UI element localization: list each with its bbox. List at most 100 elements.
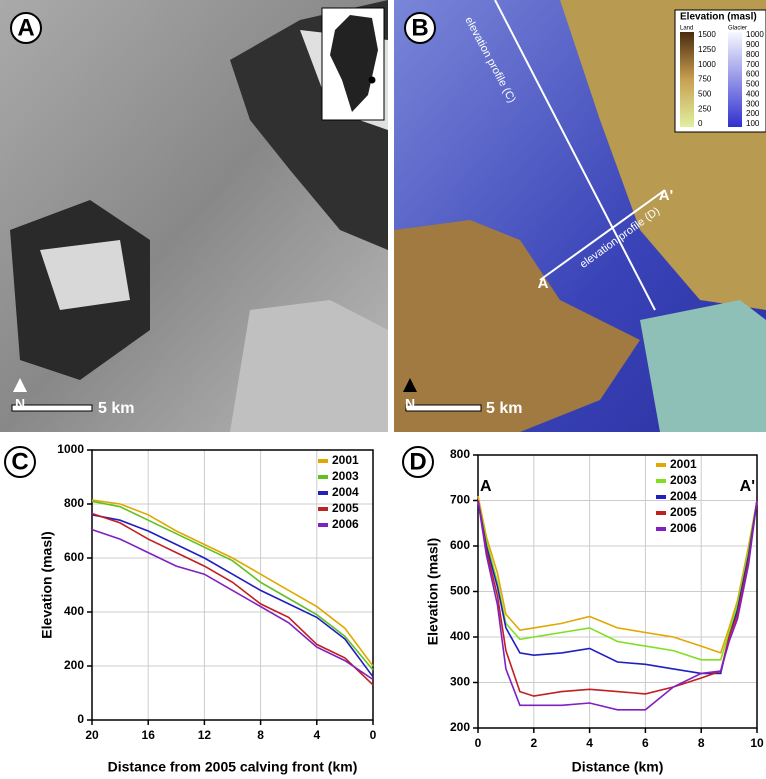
- series-line: [477, 500, 758, 697]
- end-label: A': [659, 187, 673, 204]
- series-line: [477, 500, 758, 675]
- glacier-ramp: [728, 32, 742, 127]
- end-label: A: [538, 275, 549, 292]
- legend-label: 2003: [332, 469, 359, 483]
- ramp-tick-label: 800: [746, 50, 760, 59]
- x-tick-label: 4: [586, 736, 593, 750]
- legend-label: 2005: [670, 505, 697, 519]
- land: [394, 220, 640, 432]
- greenland: [330, 15, 378, 112]
- legend-label: 2001: [670, 457, 697, 471]
- land-ramp: [680, 32, 694, 127]
- ramp-tick-label: 1250: [698, 45, 716, 54]
- panel-label-circle: [402, 446, 434, 478]
- y-tick-label: 300: [450, 675, 470, 689]
- x-tick-label: 16: [142, 728, 156, 742]
- ramp-tick-label: 1000: [746, 30, 764, 39]
- ramp-tick-label: 300: [746, 99, 760, 108]
- series-line: [91, 514, 374, 678]
- panel-a: A 5 km N: [0, 0, 388, 432]
- panel-label: B: [411, 14, 428, 41]
- x-axis-label: Distance from 2005 calving front (km): [108, 759, 358, 775]
- plot-frame: [91, 449, 374, 721]
- y-tick-label: 600: [450, 538, 470, 552]
- y-axis-label: Elevation (masl): [425, 538, 441, 645]
- legend-label: 2006: [332, 517, 359, 531]
- north-arrow: [13, 378, 27, 392]
- north-label: N: [405, 396, 415, 412]
- panel-label: C: [11, 448, 28, 475]
- series-line: [91, 500, 374, 671]
- panel-label: A: [17, 14, 34, 41]
- x-tick-label: 8: [698, 736, 705, 750]
- ramp-tick-label: 600: [746, 70, 760, 79]
- snow: [40, 240, 130, 310]
- ramp-tick-label: 750: [698, 75, 712, 84]
- y-tick-label: 200: [450, 720, 470, 734]
- series-line: [477, 500, 758, 661]
- x-tick-label: 6: [642, 736, 649, 750]
- north-label: N: [15, 396, 25, 412]
- scale-bar: [405, 404, 482, 412]
- ramp-tick-label: 200: [746, 109, 760, 118]
- series-line: [91, 528, 374, 681]
- y-tick-label: 800: [64, 496, 84, 510]
- location-dot: [368, 76, 376, 84]
- x-tick-label: 4: [313, 728, 320, 742]
- north-arrow: [403, 378, 417, 392]
- legend-label: 2001: [332, 453, 359, 467]
- legend-land: Land: [680, 26, 693, 32]
- panel-label: D: [409, 448, 426, 475]
- x-tick-label: 12: [198, 728, 212, 742]
- y-axis-label: Elevation (masl): [39, 531, 55, 638]
- ramp-tick-label: 250: [698, 104, 712, 113]
- x-axis-label: Distance (km): [572, 759, 664, 775]
- legend-title: Elevation (masl): [680, 12, 757, 23]
- ramp-tick-label: 900: [746, 40, 760, 49]
- ramp-tick-label: 400: [746, 89, 760, 98]
- series-line: [91, 512, 374, 686]
- melange: [640, 300, 766, 432]
- panel-b: elevation profile (C) elevation profile …: [394, 0, 766, 432]
- y-tick-label: 800: [450, 447, 470, 461]
- series-line: [477, 495, 758, 654]
- profile-line: [539, 189, 666, 281]
- panel-label-circle: [4, 446, 36, 478]
- y-tick-label: 600: [64, 550, 84, 564]
- ramp-tick-label: 1500: [698, 30, 716, 39]
- series-line: [477, 500, 758, 711]
- ramp-tick-label: 700: [746, 60, 760, 69]
- legend-label: 2006: [670, 521, 697, 535]
- legend-label: 2005: [332, 501, 359, 515]
- legend-label: 2004: [332, 485, 359, 499]
- panel-label-circle: [10, 12, 42, 44]
- legend-glacier: Glacier: [728, 26, 747, 32]
- x-tick-label: 20: [85, 728, 99, 742]
- y-tick-label: 0: [77, 712, 84, 726]
- y-tick-label: 700: [450, 493, 470, 507]
- ramp-tick-label: 1000: [698, 60, 716, 69]
- y-tick-label: 200: [64, 658, 84, 672]
- melange: [230, 300, 388, 432]
- y-tick-label: 400: [64, 604, 84, 618]
- y-tick-label: 500: [450, 584, 470, 598]
- x-tick-label: 10: [750, 736, 764, 750]
- x-tick-label: 0: [475, 736, 482, 750]
- scale-label: 5 km: [98, 400, 134, 417]
- x-tick-label: 2: [530, 736, 537, 750]
- y-tick-label: 400: [450, 629, 470, 643]
- legend-label: 2004: [670, 489, 697, 503]
- legend-label: 2003: [670, 473, 697, 487]
- ramp-tick-label: 100: [746, 119, 760, 128]
- x-tick-label: 8: [257, 728, 264, 742]
- annotation: A: [480, 478, 492, 495]
- profile-line: [494, 0, 656, 311]
- panel-label-circle: [404, 12, 436, 44]
- plot-frame: [477, 454, 758, 729]
- x-tick-label: 0: [370, 728, 377, 742]
- scale-label: 5 km: [486, 400, 522, 417]
- ramp-tick-label: 500: [746, 80, 760, 89]
- ramp-tick-label: 500: [698, 89, 712, 98]
